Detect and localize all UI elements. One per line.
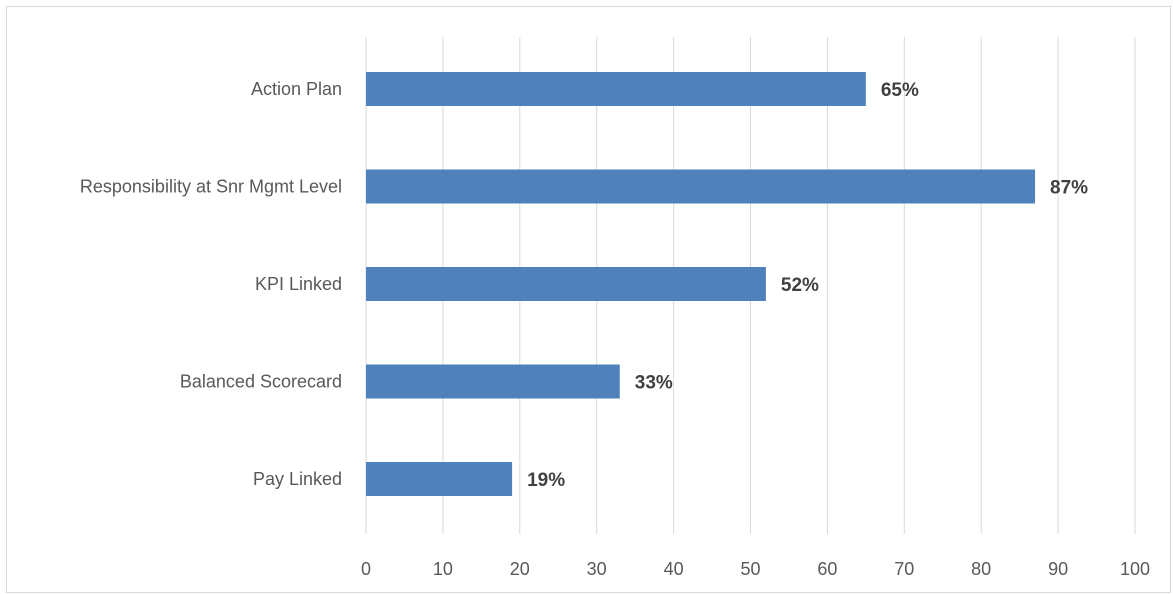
data-label: 19% xyxy=(527,470,565,491)
data-labels: 65% 87% 52% 33% 19% xyxy=(527,80,1088,491)
x-tick-label: 10 xyxy=(433,559,453,579)
x-tick-label: 20 xyxy=(510,559,530,579)
x-tick-label: 40 xyxy=(664,559,684,579)
category-labels: Action Plan Responsibility at Snr Mgmt Le… xyxy=(80,79,342,489)
data-label: 87% xyxy=(1050,178,1088,199)
x-tick-label: 100 xyxy=(1120,559,1150,579)
x-tick-label: 80 xyxy=(971,559,991,579)
bar-balanced-scorecard xyxy=(366,364,620,399)
category-label: Action Plan xyxy=(251,79,342,99)
bar-responsibility-at-snr-mgmt-level xyxy=(366,169,1036,204)
category-label: KPI Linked xyxy=(255,274,342,294)
horizontal-bar-chart: Action Plan Responsibility at Snr Mgmt Le… xyxy=(80,37,1150,579)
data-label: 33% xyxy=(635,373,673,394)
x-tick-label: 50 xyxy=(740,559,760,579)
x-axis-tick-labels: 0 10 20 30 40 50 60 70 80 90 100 xyxy=(361,559,1150,579)
data-label: 52% xyxy=(781,275,819,296)
category-label: Responsibility at Snr Mgmt Level xyxy=(80,177,342,197)
bar-kpi-linked xyxy=(366,267,766,301)
x-tick-label: 90 xyxy=(1048,559,1068,579)
bar-action-plan xyxy=(366,72,866,106)
category-label: Balanced Scorecard xyxy=(180,372,342,392)
chart-frame: Action Plan Responsibility at Snr Mgmt Le… xyxy=(6,6,1171,593)
category-label: Pay Linked xyxy=(253,469,342,489)
x-tick-label: 0 xyxy=(361,559,371,579)
x-tick-label: 70 xyxy=(894,559,914,579)
x-tick-label: 30 xyxy=(587,559,607,579)
bar-pay-linked xyxy=(366,462,513,496)
bar-layer xyxy=(366,72,1036,496)
x-tick-label: 60 xyxy=(817,559,837,579)
data-label: 65% xyxy=(881,80,919,101)
